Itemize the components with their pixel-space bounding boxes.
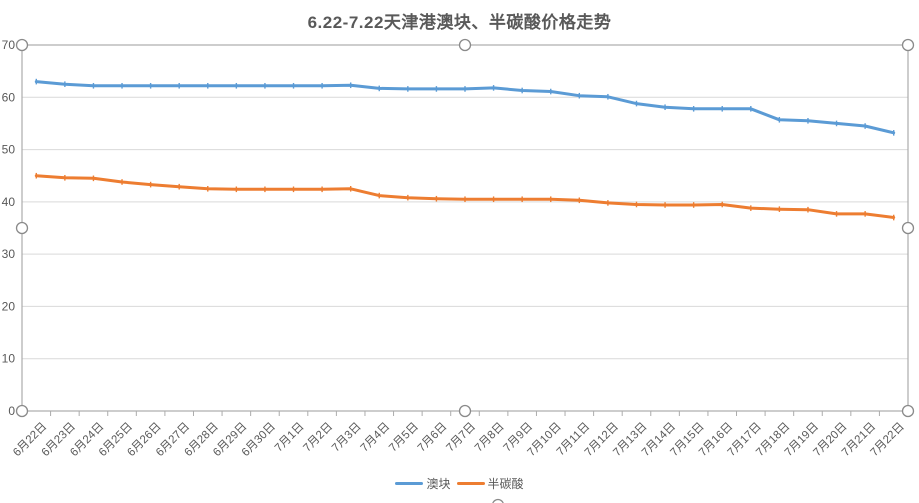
selection-handle-partial[interactable] (492, 498, 504, 503)
y-axis-label: 10 (2, 352, 16, 366)
chart-title[interactable]: 6.22-7.22天津港澳块、半碳酸价格走势 (307, 13, 612, 32)
y-axis-label: 40 (2, 195, 16, 209)
selection-handle[interactable] (901, 38, 915, 52)
selection-handle[interactable] (15, 221, 29, 235)
plot-area-border (21, 44, 909, 412)
x-axis-label: 7月4日 (359, 421, 393, 455)
y-axis-label: 30 (2, 247, 16, 261)
x-axis-label: 7月7日 (444, 421, 478, 455)
selection-handle[interactable] (15, 404, 29, 418)
y-axis-label: 20 (2, 299, 16, 313)
selection-handle[interactable] (458, 38, 472, 52)
x-axis-label: 7月2日 (301, 421, 335, 455)
y-axis-label: 50 (2, 143, 16, 157)
y-axis-label: 70 (2, 38, 16, 52)
legend-line-sample (395, 482, 424, 485)
x-axis-label: 7月1日 (273, 421, 307, 455)
legend-item-半碳酸[interactable]: 半碳酸 (456, 475, 524, 492)
x-axis-label: 7月3日 (330, 421, 364, 455)
legend-label: 澳块 (426, 477, 451, 491)
selection-handle[interactable] (901, 404, 915, 418)
y-axis-label: 60 (2, 90, 16, 104)
legend-line-sample (456, 482, 485, 485)
selection-handle[interactable] (901, 221, 915, 235)
x-axis-label: 7月6日 (416, 421, 450, 455)
chart-legend[interactable]: 澳块 半碳酸 (0, 475, 919, 492)
selection-handle[interactable] (15, 38, 29, 52)
legend-label: 半碳酸 (487, 477, 524, 491)
x-axis-label: 7月5日 (387, 421, 421, 455)
legend-item-澳块[interactable]: 澳块 (395, 475, 451, 492)
x-axis-label: 7月8日 (473, 421, 507, 455)
y-axis-label: 0 (8, 404, 15, 418)
selection-handle[interactable] (458, 404, 472, 418)
